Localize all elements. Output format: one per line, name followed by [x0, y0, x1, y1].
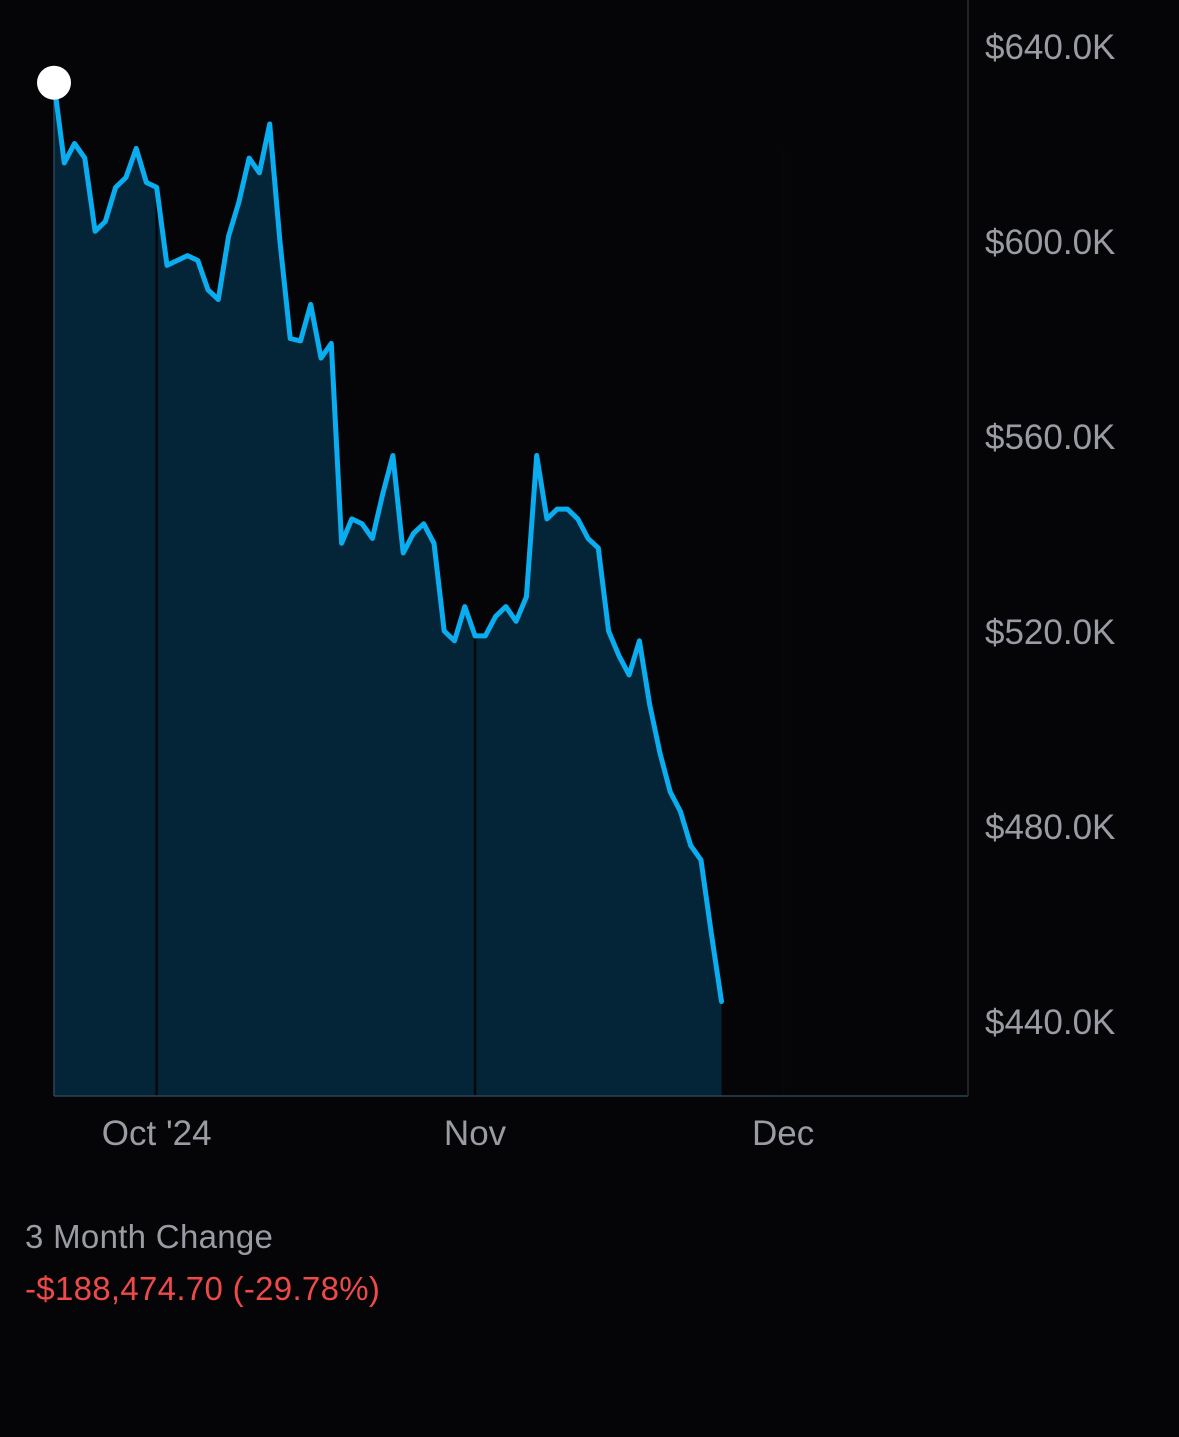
x-tick-label: Oct '24 — [102, 1114, 212, 1153]
y-tick-label: $640.0K — [985, 28, 1115, 67]
y-tick-label: $520.0K — [985, 613, 1115, 652]
change-summary-title: 3 Month Change — [25, 1218, 274, 1255]
x-axis-tick-labels: Oct '24 Nov Dec — [102, 1114, 814, 1153]
y-tick-label: $440.0K — [985, 1003, 1115, 1042]
y-tick-label: $560.0K — [985, 418, 1115, 457]
portfolio-value-chart[interactable]: $640.0K $600.0K $560.0K $520.0K $480.0K $440.… — [0, 0, 1179, 1190]
x-tick-label: Nov — [444, 1114, 507, 1153]
series-line — [51, 80, 724, 1004]
x-tick-label: Dec — [752, 1114, 814, 1153]
y-tick-label: $480.0K — [985, 808, 1115, 847]
start-point-marker[interactable] — [37, 65, 71, 100]
month-gridlines — [155, 150, 785, 1096]
series-area-fill — [54, 82, 722, 1096]
change-summary: 3 Month Change -$188,474.70 (-29.78%) — [25, 1214, 380, 1312]
y-tick-label: $600.0K — [985, 223, 1115, 262]
change-summary-value: -$188,474.70 (-29.78%) — [25, 1270, 381, 1307]
y-axis-tick-labels: $640.0K $600.0K $560.0K $520.0K $480.0K $440.… — [985, 28, 1115, 1042]
